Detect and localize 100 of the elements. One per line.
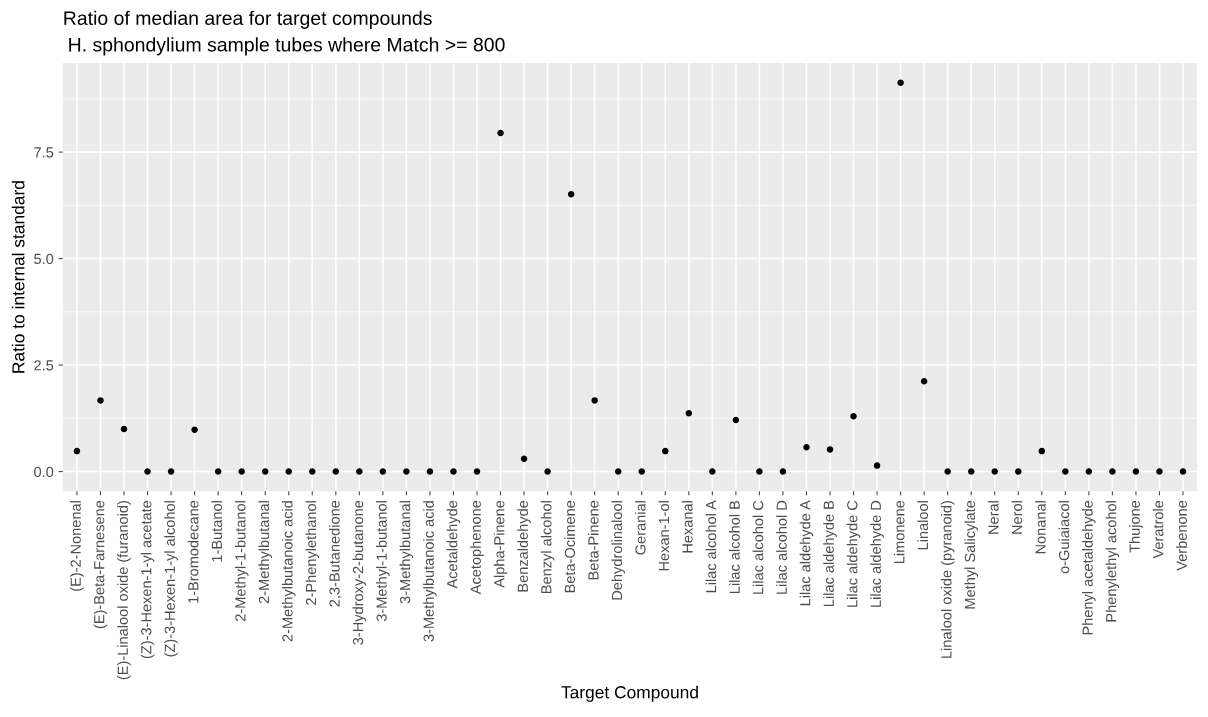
point [638,468,645,475]
point [1179,468,1187,475]
point [591,397,598,404]
point [1156,468,1163,475]
point [803,444,810,451]
y-axis-title: Ratio to internal standard [11,181,25,373]
x-tick-label: Alpha-Pinene [493,500,508,588]
x-tick-label: Lilac aldehyde A [799,500,814,606]
point [732,416,740,424]
x-tick-label: Verbenone [1176,500,1187,571]
point [332,468,340,475]
x-tick-label: Linalool [917,501,929,550]
y-tick-label: 0.0 [34,466,54,477]
x-tick-label: 2-Methyl-1-butanol [234,501,249,622]
point [944,468,951,475]
point [73,447,81,455]
point [873,462,881,469]
x-tick-label: Lilac aldehyde B [823,500,837,606]
x-tick-label: Methyl Salicylate [964,500,978,609]
x-tick-label: Hexan-1-ol [658,501,670,571]
y-tick-label: 7.5 [34,147,54,158]
x-tick-label: 3-Methyl-1-butanol [376,501,390,622]
point [567,191,575,198]
x-tick-label: 2-Methylbutanal [258,501,272,604]
point [850,412,857,420]
x-tick-label: Acetaldehyde [446,500,461,589]
x-tick-label: Phenylethyl acohol [1105,501,1120,622]
point [544,468,551,475]
point [97,397,104,404]
point [285,468,292,475]
x-tick-label: Limonene [893,500,905,564]
x-tick-label: Phenyl acetaldehyde [1082,500,1096,635]
x-tick-label: 3-Methylbutanoic acid [423,501,437,642]
point [826,446,834,453]
x-tick-label: Lilac alcohol B [729,500,740,594]
x-tick-label: Benzyl alcohol [540,501,555,594]
x-tick-label: Hexanal [682,501,693,553]
point [309,468,316,475]
x-tick-label: o-Guiaiacol [1058,501,1070,574]
point [1132,468,1140,475]
point [614,468,622,475]
x-tick-label: Neral [987,501,999,534]
point [238,468,245,475]
chart-subtitle: H. sphondylium sample tubes where Match >= 800 [69,37,505,56]
x-tick-label: (E)-2-Nonenal [70,501,84,591]
x-tick-label: (E)-Beta-Farnesene [93,500,108,629]
point [450,468,457,475]
x-tick-label: 2-Methylbutanoic acid [281,501,296,642]
x-tick-label: Lilac alcohol C [752,500,764,594]
chart-title: Ratio of median area for target compounds [64,10,432,29]
point [261,468,269,475]
x-tick-label: 3-Hydroxy-2-butanone [352,500,367,645]
x-tick-label: Nonanal [1035,501,1046,554]
x-tick-label: Benzaldehyde [517,500,531,592]
x-tick-label: (Z)-3-Hexen-1-yl acetate [140,500,155,659]
point [167,468,175,475]
point [1038,447,1046,455]
point [685,409,693,417]
x-tick-label: Linalool oxide (pyranoid) [940,501,955,658]
y-tick-label: 5.0 [34,253,54,265]
point [356,468,363,475]
x-tick-label: Thujone [1129,500,1143,553]
point [403,468,410,475]
x-tick-label: (Z)-3-Hexen-1-yl alcohol [164,501,178,657]
point [756,468,763,475]
point [191,426,198,434]
x-tick-label: Beta-Pinene [587,500,599,580]
x-tick-label: 2,3-Butanedione [329,500,342,607]
point [897,79,904,86]
x-tick-label: Geranial [634,501,646,555]
point [1085,468,1093,475]
point [214,468,222,475]
point [991,468,998,475]
point [1062,468,1069,475]
point [473,468,481,475]
point [520,455,528,463]
point [1109,468,1116,475]
x-tick-label: 2-Phenylethanol [305,501,320,605]
x-axis-title: Target Compound [561,685,698,702]
point [662,447,669,455]
x-tick-label: 1-Bromodecane [187,500,199,603]
point [1015,468,1022,475]
point [379,468,387,475]
point [120,425,128,433]
point [967,468,975,475]
x-tick-label: Veratrole [1152,500,1164,559]
point [779,468,787,475]
point [144,468,151,475]
x-tick-label: Lilac alcohol D [776,500,787,594]
x-tick-label: Lilac aldehyde C [846,500,861,607]
x-tick-label: Lilac aldehyde D [870,500,884,607]
x-tick-label: 3-Methylbutanal [399,501,414,604]
x-tick-label: 1-Butanol [211,501,223,562]
x-tick-label: Beta-Ocimene [564,500,576,593]
point [497,129,504,137]
x-tick-label: Nerol [1011,501,1023,534]
point [709,468,716,475]
x-tick-label: (E)-Linalool oxide (furanoid) [117,501,131,680]
point [920,378,928,385]
y-tick-label: 2.5 [34,360,54,371]
